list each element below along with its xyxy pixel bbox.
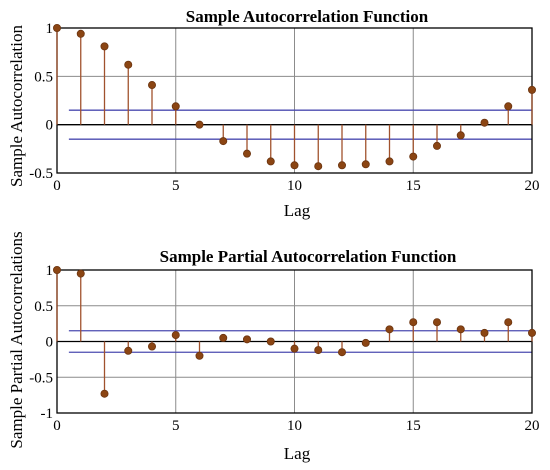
pacf-ytick-label: -0.5 (29, 370, 53, 386)
pacf-xtick-label: 20 (525, 418, 540, 434)
pacf-stem-marker (53, 265, 62, 274)
pacf-stem-marker (385, 325, 394, 334)
pacf-title: Sample Partial Autocorrelation Function (160, 247, 457, 266)
acf-stem-marker (337, 161, 346, 170)
pacf-stem-marker (147, 342, 156, 351)
acf-xtick-label: 20 (525, 178, 540, 194)
pacf-panel: 0 5 10 15 20 -1 -0.5 0 0.5 1 Sample Partial Autoco… (7, 231, 540, 463)
acf-stem-marker (124, 60, 133, 69)
acf-xtick-label: 10 (287, 178, 302, 194)
acf-stem-marker (147, 81, 156, 90)
acf-stem-marker (219, 137, 228, 146)
acf-stem-marker (361, 160, 370, 169)
acf-stem-marker (314, 162, 323, 171)
acf-ytick-label: 0.5 (34, 69, 53, 85)
pacf-xtick-label: 15 (406, 418, 421, 434)
acf-stem-marker (290, 161, 299, 170)
acf-xtick-label: 15 (406, 178, 421, 194)
acf-stem-marker (266, 157, 275, 166)
pacf-stem-marker (409, 318, 418, 327)
acf-ytick-label: 0 (46, 118, 54, 134)
pacf-stem-marker (432, 318, 441, 327)
pacf-ytick-label: -1 (41, 406, 54, 422)
pacf-stem-marker (361, 338, 370, 347)
acf-title: Sample Autocorrelation Function (186, 7, 429, 26)
pacf-stem-marker (76, 269, 85, 278)
pacf-stem-marker (337, 348, 346, 357)
pacf-stem-marker (266, 337, 275, 346)
acf-xtick-label: 5 (172, 178, 180, 194)
acf-ylabel: Sample Autocorrelation (7, 25, 26, 187)
acf-stem-marker (195, 120, 204, 129)
pacf-xtick-label: 5 (172, 418, 180, 434)
pacf-stem-marker (171, 331, 180, 340)
acf-xtick-label: 0 (53, 178, 61, 194)
pacf-stem-marker (290, 344, 299, 353)
acf-xlabel: Lag (284, 201, 311, 220)
acf-stem-marker (53, 23, 62, 32)
acf-stem-marker (456, 131, 465, 140)
pacf-stem-marker (480, 328, 489, 337)
pacf-stem-marker (504, 318, 513, 327)
acf-stem-marker (100, 42, 109, 51)
acf-stem-marker (528, 85, 537, 94)
pacf-xlabel: Lag (284, 444, 311, 463)
pacf-ylabel: Sample Partial Autocorrelations (7, 231, 26, 448)
acf-stem-marker (480, 118, 489, 127)
pacf-stem-marker (314, 346, 323, 355)
pacf-xtick-label: 0 (53, 418, 61, 434)
pacf-stem-marker (242, 335, 251, 344)
acf-ytick-label: -0.5 (29, 166, 53, 182)
acf-stem-marker (385, 157, 394, 166)
acf-stem-marker (171, 102, 180, 111)
pacf-ytick-label: 0.5 (34, 299, 53, 315)
acf-ytick-label: 1 (46, 21, 54, 37)
pacf-stem-marker (195, 351, 204, 360)
pacf-ytick-label: 1 (46, 263, 54, 279)
pacf-stem-marker (100, 389, 109, 398)
acf-stem-marker (432, 141, 441, 150)
pacf-stem-marker (528, 328, 537, 337)
acf-stem-marker (242, 149, 251, 158)
pacf-stem-marker (456, 325, 465, 334)
pacf-ytick-label: 0 (46, 335, 54, 351)
pacf-xtick-label: 10 (287, 418, 302, 434)
acf-stem-marker (504, 102, 513, 111)
pacf-stem-marker (219, 333, 228, 342)
acf-stem-marker (76, 29, 85, 38)
acf-stem-marker (409, 152, 418, 161)
pacf-stem-marker (124, 346, 133, 355)
